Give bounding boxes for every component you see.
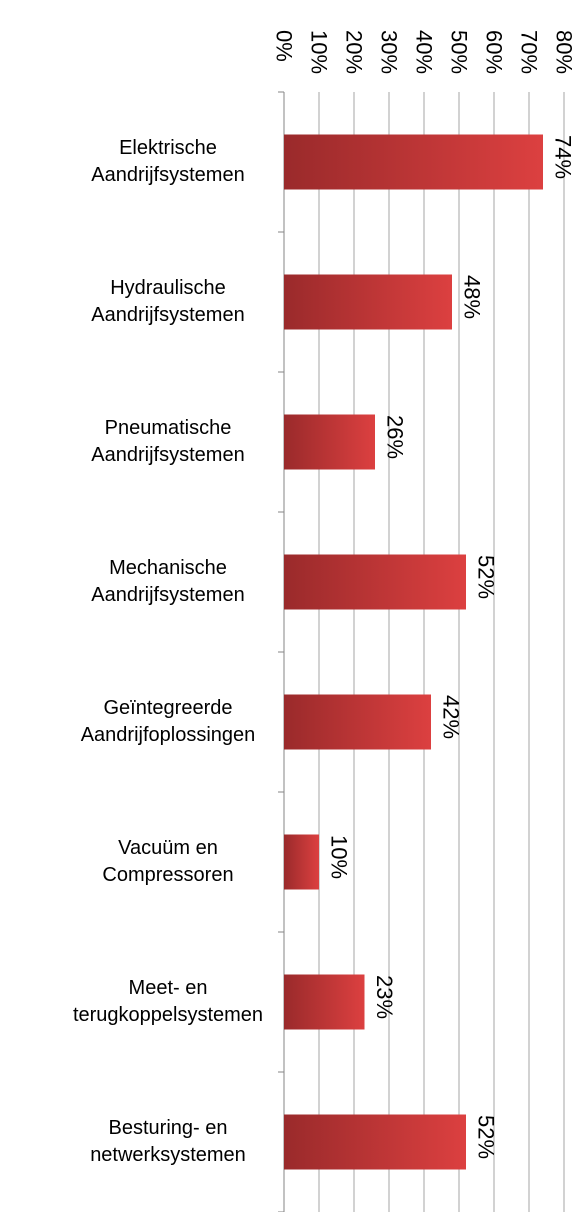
y-tick-label: Meet- en terugkoppelsystemen xyxy=(72,977,264,1026)
bar xyxy=(284,694,431,750)
y-tick-label: Vacuüm en Compressoren xyxy=(102,837,234,886)
y-tick-label: Hydraulische Aandrijfsystemen xyxy=(91,277,245,326)
bar xyxy=(284,1114,466,1170)
value-label: 23% xyxy=(372,975,397,1019)
value-label: 10% xyxy=(327,835,352,879)
value-label: 48% xyxy=(460,275,485,319)
x-tick-label: 40% xyxy=(412,30,437,74)
bar xyxy=(284,974,365,1030)
y-tick-label: Pneumatische Aandrijfsystemen xyxy=(91,417,245,466)
bar xyxy=(284,274,452,330)
y-tick-label: Elektrische Aandrijfsystemen xyxy=(91,137,245,186)
y-tick-label: Besturing- en netwerksystemen xyxy=(90,1117,246,1166)
bar xyxy=(284,414,375,470)
x-tick-label: 20% xyxy=(342,30,367,74)
value-label: 74% xyxy=(551,135,576,179)
x-tick-label: 10% xyxy=(307,30,332,74)
value-label: 52% xyxy=(474,1115,499,1159)
x-tick-label: 60% xyxy=(482,30,507,74)
bar xyxy=(284,134,543,190)
value-label: 52% xyxy=(474,555,499,599)
x-tick-label: 30% xyxy=(377,30,402,74)
bar xyxy=(284,554,466,610)
x-tick-label: 80% xyxy=(552,30,577,74)
y-tick-label: Mechanische Aandrijfsystemen xyxy=(91,557,245,606)
bar xyxy=(284,834,319,890)
y-tick-label: Geïntegreerde Aandrijfoplossingen xyxy=(80,697,256,746)
x-tick-label: 70% xyxy=(517,30,542,74)
x-tick-label: 50% xyxy=(447,30,472,74)
x-tick-label: 0% xyxy=(272,30,297,62)
value-label: 42% xyxy=(439,695,464,739)
value-label: 26% xyxy=(383,415,408,459)
